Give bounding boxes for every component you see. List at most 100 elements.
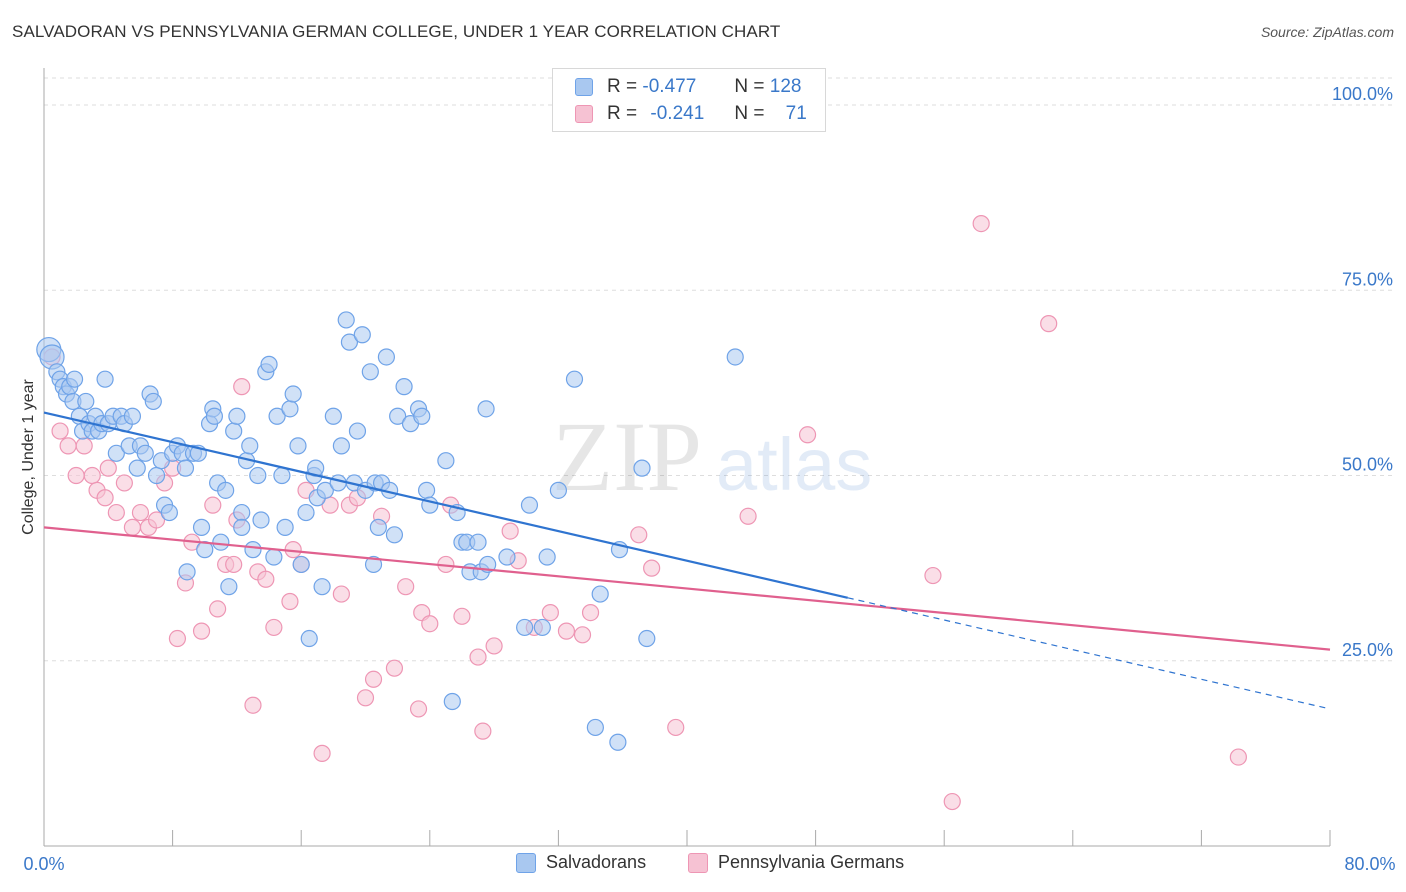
pink-point-47 <box>421 615 439 633</box>
pink-point-50 <box>453 607 471 625</box>
blue-point-27 <box>136 444 154 462</box>
y-tick-label-100: 100.0% <box>1332 84 1393 104</box>
blue-point-115 <box>549 481 568 499</box>
blue-point-20 <box>107 444 125 462</box>
blue-point-62 <box>268 407 286 425</box>
blue-point-25 <box>128 459 146 477</box>
blue-point-116 <box>565 370 584 388</box>
blue-point-58 <box>252 511 270 529</box>
blue-point-79 <box>337 311 355 329</box>
correlation-legend: R = -0.477 N = 128 R = -0.241 N = 71 <box>552 68 826 132</box>
pink-point-3 <box>67 466 85 485</box>
y-tick-label-25: 25.0% <box>1342 640 1393 660</box>
legend-r-value: -0.241 <box>650 103 705 124</box>
blue-point-83 <box>353 326 371 344</box>
blue-point-108 <box>477 400 495 418</box>
pink-point-53 <box>485 637 503 655</box>
blue-point-60 <box>260 355 278 373</box>
x-tick-label-max: 80.0% <box>1344 854 1395 874</box>
y-tick-labels: 25.0% 50.0% 75.0% 100.0% <box>1332 84 1393 660</box>
blue-point-30 <box>147 466 166 485</box>
pink-point-54 <box>501 522 519 540</box>
blue-point-117 <box>591 585 609 603</box>
legend-swatch-blue <box>575 78 593 96</box>
legend-r-value: -0.477 <box>642 76 697 97</box>
salvadoran-points <box>36 311 744 751</box>
blue-point-52 <box>233 503 251 522</box>
blue-point-38 <box>178 563 196 581</box>
pink-point-35 <box>313 744 331 762</box>
blue-point-85 <box>361 363 379 381</box>
blue-point-67 <box>289 437 307 455</box>
blue-point-75 <box>316 481 334 499</box>
pink-point-67 <box>972 215 990 233</box>
blue-point-53 <box>233 518 251 536</box>
pink-point-9 <box>107 503 125 522</box>
x-ticks <box>43 830 1331 846</box>
legend-r-label: R = <box>607 103 638 124</box>
blue-point-70 <box>300 629 318 648</box>
legend-r-label: R = <box>607 76 638 97</box>
pink-point-45 <box>409 700 428 718</box>
blue-point-17 <box>96 370 114 388</box>
pink-point-8 <box>99 459 117 477</box>
chart-title: SALVADORAN VS PENNSYLVANIA GERMAN COLLEG… <box>12 22 781 41</box>
y-axis-label: College, Under 1 year <box>20 379 37 535</box>
pink-point-57 <box>541 603 559 622</box>
pink-point-65 <box>798 426 817 444</box>
blue-point-48 <box>217 481 235 499</box>
blue-point-113 <box>533 618 551 637</box>
pennsylvania-german-points <box>43 215 1247 811</box>
blue-point-93 <box>389 407 407 425</box>
x-tick-label-min: 0.0% <box>23 854 64 874</box>
blue-point-65 <box>281 400 299 418</box>
blue-point-100 <box>437 452 455 470</box>
blue-point-11 <box>77 392 95 411</box>
blue-point-55 <box>241 437 259 455</box>
blue-point-57 <box>249 466 267 485</box>
legend-item-pennsylvania-germans[interactable]: Pennsylvania Germans <box>688 852 904 873</box>
salvadoran-trendline-extension <box>847 597 1331 710</box>
blue-point-61 <box>265 548 283 566</box>
blue-point-101 <box>443 692 461 711</box>
pink-point-20 <box>192 622 211 640</box>
blue-point-29 <box>144 392 162 411</box>
blue-point-112 <box>520 496 539 514</box>
legend-swatch-pink <box>688 852 708 873</box>
blue-point-110 <box>498 548 516 566</box>
legend-label-salvadorans: Salvadorans <box>546 852 647 872</box>
blue-point-80 <box>340 333 359 351</box>
blue-point-118 <box>586 718 604 737</box>
blue-point-94 <box>395 378 413 396</box>
pink-point-60 <box>581 603 600 622</box>
blue-point-88 <box>369 518 387 536</box>
blue-point-86 <box>364 555 383 574</box>
pink-point-70 <box>1229 748 1247 766</box>
legend-label-pennsylvania-germans: Pennsylvania Germans <box>718 852 905 872</box>
trend-lines <box>43 411 1331 710</box>
blue-point-47 <box>212 533 230 551</box>
pink-point-58 <box>557 622 576 640</box>
blue-point-68 <box>292 555 310 574</box>
legend-n-value: 128 <box>769 76 802 97</box>
blue-point-66 <box>284 385 302 403</box>
pink-point-63 <box>667 718 685 737</box>
pink-point-2 <box>59 437 77 455</box>
pink-point-59 <box>573 626 592 644</box>
pink-point-27 <box>244 696 262 714</box>
pink-point-69 <box>943 792 961 811</box>
blue-point-120 <box>609 733 627 751</box>
watermark-atlas: atlas <box>716 423 872 506</box>
blue-point-74 <box>313 578 331 596</box>
pink-point-29 <box>257 570 275 588</box>
legend-n-label: N = <box>734 103 765 124</box>
legend-item-salvadorans[interactable]: Salvadorans <box>516 852 646 873</box>
pink-point-52 <box>474 722 492 740</box>
blue-point-8 <box>65 370 84 388</box>
blue-point-37 <box>176 459 195 477</box>
blue-point-76 <box>324 407 342 425</box>
pink-point-30 <box>265 618 283 637</box>
salvadoran-trendline <box>43 411 848 599</box>
pink-point-43 <box>385 659 404 677</box>
